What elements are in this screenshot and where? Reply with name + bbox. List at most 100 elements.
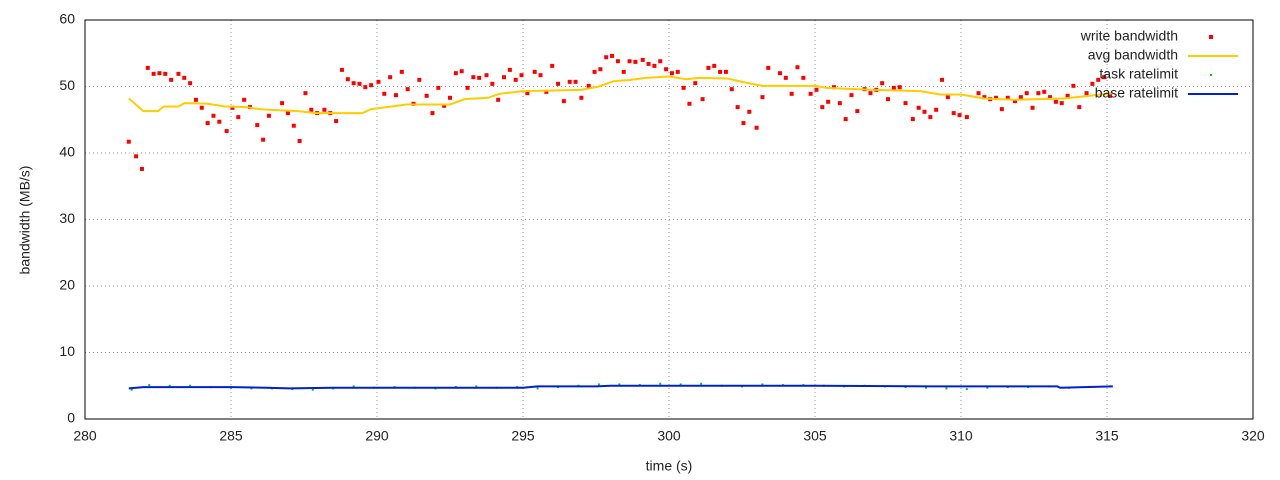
data-point <box>525 91 530 96</box>
x-tick-label: 305 <box>803 428 827 444</box>
x-tick-label: 310 <box>949 428 973 444</box>
data-point <box>357 81 362 86</box>
data-point <box>855 109 860 114</box>
data-point <box>1018 95 1023 100</box>
data-point <box>280 101 285 106</box>
data-point <box>766 65 771 70</box>
data-point <box>1077 105 1082 110</box>
data-point <box>1036 91 1041 96</box>
data-point <box>1096 77 1101 82</box>
data-point <box>544 89 549 94</box>
data-point <box>598 67 603 72</box>
y-tick-label: 30 <box>59 210 75 226</box>
data-point <box>376 79 381 84</box>
data-point <box>255 123 260 128</box>
data-point <box>891 85 896 90</box>
data-point <box>916 105 921 110</box>
data-point <box>735 105 740 110</box>
data-point <box>230 105 235 110</box>
x-tick-label: 280 <box>73 428 97 444</box>
data-point <box>471 75 476 80</box>
data-point <box>236 115 241 120</box>
data-point <box>532 69 537 74</box>
data-point <box>205 121 210 126</box>
data-point <box>910 117 915 122</box>
data-point <box>795 65 800 70</box>
data-point <box>903 101 908 106</box>
data-point <box>820 105 825 110</box>
data-point <box>814 87 819 92</box>
data-point <box>477 75 482 80</box>
data-point <box>363 85 368 90</box>
data-point <box>459 69 464 74</box>
data-point <box>579 95 584 100</box>
data-point <box>224 129 229 134</box>
data-point <box>1030 105 1035 110</box>
data-point <box>610 53 615 58</box>
data-point <box>700 97 705 102</box>
data-point <box>712 63 717 68</box>
y-tick-label: 40 <box>59 144 75 160</box>
data-point <box>994 95 999 100</box>
data-point <box>693 81 698 86</box>
data-point <box>723 69 728 74</box>
y-axis-label: bandwidth (MB/s) <box>17 166 33 275</box>
data-point <box>760 95 765 100</box>
legend-label: base ratelimit <box>1095 85 1178 101</box>
data-point <box>868 91 873 96</box>
data-point <box>761 383 764 386</box>
data-point <box>783 75 788 80</box>
data-point <box>659 382 662 385</box>
data-point <box>880 81 885 86</box>
data-point <box>519 73 524 78</box>
data-point <box>145 65 150 70</box>
data-point <box>573 79 578 84</box>
data-point <box>303 91 308 96</box>
data-point <box>1102 75 1107 80</box>
y-tick-label: 0 <box>67 410 75 426</box>
x-tick-label: 295 <box>511 428 535 444</box>
data-point <box>134 154 139 159</box>
data-point <box>681 85 686 90</box>
data-point <box>475 385 478 388</box>
data-point <box>934 107 939 112</box>
data-point <box>615 59 620 64</box>
data-point <box>886 97 890 102</box>
data-point <box>945 95 950 100</box>
data-point <box>496 97 501 102</box>
data-point <box>633 59 638 64</box>
data-point <box>646 61 651 66</box>
data-point <box>550 63 555 68</box>
data-point <box>311 388 314 391</box>
data-point <box>664 67 669 72</box>
data-point <box>417 77 422 82</box>
data-point <box>789 91 794 96</box>
data-point <box>945 387 948 390</box>
data-point <box>618 383 621 386</box>
data-point <box>182 75 187 80</box>
data-point <box>843 117 848 122</box>
data-point <box>837 101 842 106</box>
data-point <box>982 95 987 100</box>
data-point <box>453 71 458 76</box>
data-point <box>157 71 162 76</box>
data-point <box>1107 93 1112 98</box>
data-point <box>442 103 447 108</box>
data-point <box>126 139 131 144</box>
data-point <box>922 109 927 114</box>
data-point <box>652 63 657 68</box>
data-point <box>1084 91 1089 96</box>
y-tick-label: 60 <box>59 11 75 27</box>
data-point <box>849 93 854 98</box>
data-point <box>217 119 222 124</box>
data-point <box>1042 89 1047 94</box>
data-point <box>169 77 174 82</box>
plot-frame <box>84 19 1254 420</box>
data-point <box>1053 99 1058 104</box>
x-tick-label: 315 <box>1095 428 1119 444</box>
data-point <box>291 123 296 128</box>
data-point <box>448 95 452 100</box>
y-tick-label: 20 <box>59 277 75 293</box>
data-point <box>1048 95 1053 100</box>
data-point <box>897 85 902 90</box>
